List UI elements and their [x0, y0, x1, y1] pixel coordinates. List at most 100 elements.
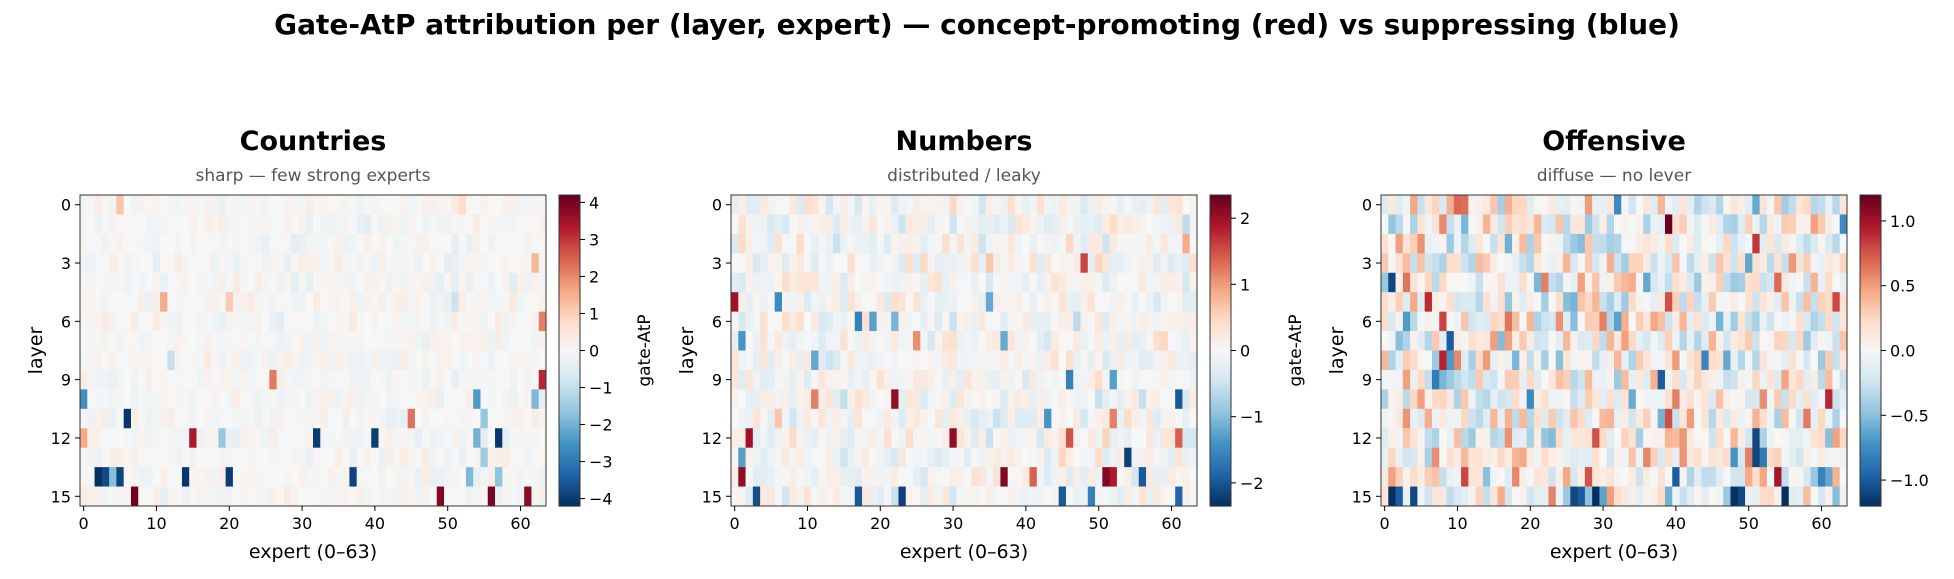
heatmap-cell [1512, 408, 1520, 429]
heatmap-cell [1453, 214, 1462, 235]
heatmap-cell [1788, 428, 1797, 449]
heatmap-cell [1708, 214, 1717, 235]
colorbar-band [1210, 379, 1231, 383]
heatmap-cell [531, 486, 540, 507]
heatmap-cell [138, 195, 146, 215]
heatmap-cell [1577, 350, 1586, 371]
heatmap-cell [1417, 233, 1426, 254]
colorbar-band [1860, 459, 1881, 463]
heatmap-cell [767, 447, 776, 468]
heatmap-cell [1124, 389, 1132, 410]
heatmap-cell [1541, 233, 1549, 254]
heatmap-cell [964, 311, 972, 332]
heatmap-cell [1759, 428, 1768, 449]
heatmap-cell [334, 428, 343, 449]
heatmap-cell [1599, 272, 1608, 293]
colorbar-band [1860, 389, 1881, 393]
heatmap-cell [818, 350, 827, 371]
heatmap-cell [363, 195, 372, 215]
heatmap-cell [254, 369, 263, 390]
heatmap-cell [225, 214, 234, 235]
heatmap-cell [1796, 486, 1804, 507]
heatmap-cell [1701, 408, 1710, 429]
heatmap-cell [371, 272, 379, 293]
heatmap-cell [781, 214, 790, 235]
heatmap-cell [1087, 272, 1096, 293]
heatmap-cell [1679, 233, 1688, 254]
heatmap-cell [480, 467, 489, 487]
heatmap-cell [1036, 350, 1045, 371]
heatmap-cell [283, 486, 292, 507]
heatmap-cell [327, 389, 336, 410]
y-axis-label: layer [1326, 326, 1348, 374]
heatmap-cell [1482, 233, 1491, 254]
heatmap-cell [495, 253, 503, 274]
heatmap-cell [1592, 369, 1600, 390]
heatmap-cell [349, 214, 358, 235]
colorbar-band [559, 412, 580, 416]
heatmap-cell [1167, 350, 1176, 371]
heatmap-cell [1526, 331, 1535, 351]
heatmap-cell [1577, 195, 1586, 215]
heatmap-cell [130, 389, 139, 410]
heatmap-cell [1563, 428, 1571, 449]
heatmap-cell [1131, 292, 1140, 313]
heatmap-cell [1745, 447, 1753, 468]
heatmap-cell [1087, 195, 1096, 215]
heatmap-cell [731, 195, 739, 215]
colorbar-band [1210, 428, 1231, 432]
heatmap-cell [1788, 389, 1797, 410]
heatmap-cell [971, 389, 979, 410]
heatmap-cell [502, 467, 510, 487]
heatmap-cell [429, 233, 438, 254]
heatmap-cell [1803, 486, 1811, 507]
heatmap-cell [738, 486, 746, 507]
heatmap-cell [1102, 467, 1111, 487]
heatmap-cell [840, 292, 848, 313]
heatmap-cell [145, 292, 154, 313]
heatmap-cell [196, 467, 205, 487]
heatmap-cell [1468, 195, 1477, 215]
heatmap-cell [1051, 214, 1060, 235]
heatmap-cell [1621, 214, 1629, 235]
heatmap-cell [1160, 350, 1169, 371]
heatmap-cell [1153, 214, 1161, 235]
heatmap-cell [538, 389, 547, 410]
heatmap-cell [1138, 408, 1147, 429]
heatmap-cell [1424, 447, 1433, 468]
colorbar-band [1860, 353, 1881, 357]
heatmap-cell [1570, 253, 1578, 274]
heatmap-cell [905, 233, 914, 254]
heatmap-cell [1694, 486, 1702, 507]
heatmap-cell [1007, 467, 1016, 487]
heatmap-cell [356, 233, 365, 254]
heatmap-cell [480, 447, 489, 468]
heatmap-cell [152, 331, 161, 351]
heatmap-cell [444, 389, 452, 410]
heatmap-cell [811, 350, 819, 371]
heatmap-cell [1541, 195, 1549, 215]
heatmap-cell [247, 408, 256, 429]
heatmap-cell [1453, 272, 1462, 293]
heatmap-cell [1073, 195, 1081, 215]
colorbar-band [559, 228, 580, 232]
heatmap-cell [130, 467, 139, 487]
colorbar-band [1210, 288, 1231, 292]
heatmap-cell [993, 350, 1001, 371]
heatmap-cell [1825, 389, 1833, 410]
heatmap-cell [1533, 272, 1542, 293]
heatmap-cell [1555, 428, 1564, 449]
heatmap-cell [1065, 253, 1074, 274]
heatmap-cell [1628, 350, 1637, 371]
heatmap-cell [1621, 389, 1629, 410]
heatmap-cell [276, 272, 285, 293]
heatmap-cell [869, 214, 878, 235]
heatmap-cell [1686, 350, 1695, 371]
heatmap-cell [487, 272, 496, 293]
heatmap-cell [1650, 253, 1659, 274]
heatmap-cell [760, 233, 768, 254]
heatmap-cell [1817, 311, 1826, 332]
heatmap-cell [920, 408, 928, 429]
heatmap-cell [276, 486, 285, 507]
heatmap-cell [818, 467, 827, 487]
